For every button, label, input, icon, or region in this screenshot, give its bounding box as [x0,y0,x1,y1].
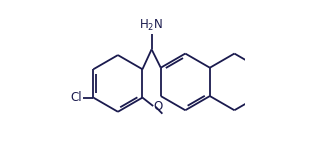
Text: H$_2$N: H$_2$N [139,18,163,33]
Text: Cl: Cl [70,91,82,104]
Text: O: O [153,99,163,112]
